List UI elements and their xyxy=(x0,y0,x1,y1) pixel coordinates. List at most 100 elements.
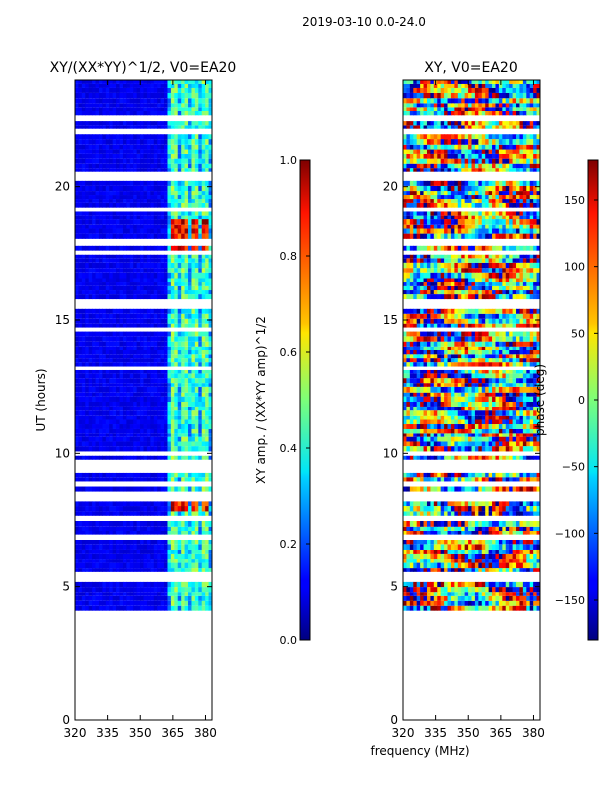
phase-cell xyxy=(489,437,493,442)
amp-cell xyxy=(202,383,206,387)
amp-cell xyxy=(99,531,103,535)
amp-cell xyxy=(174,568,178,572)
amp-cell xyxy=(157,527,161,531)
amp-cell xyxy=(116,290,120,294)
amp-cell xyxy=(89,433,93,436)
amp-cell xyxy=(82,424,86,429)
phase-cell xyxy=(434,487,438,492)
amp-cell xyxy=(106,195,110,199)
amp-cell xyxy=(120,347,124,350)
phase-cell xyxy=(417,424,421,429)
amp-cell xyxy=(113,373,117,378)
phase-cell xyxy=(458,550,462,554)
amp-cell xyxy=(150,258,154,262)
amp-cell xyxy=(85,111,89,115)
phase-cell xyxy=(519,441,523,446)
amp-cell xyxy=(188,80,192,84)
phase-cell xyxy=(427,501,431,506)
amp-cell xyxy=(120,587,124,592)
amp-cell xyxy=(188,332,192,337)
amp-cell xyxy=(126,125,130,128)
amp-cell xyxy=(133,378,137,383)
amp-cell xyxy=(198,487,202,492)
phase-cell xyxy=(437,568,441,572)
amp-cell xyxy=(126,111,130,115)
amp-cell xyxy=(140,229,144,234)
amp-cell xyxy=(106,606,110,611)
amp-cell xyxy=(188,107,192,111)
phase-cell xyxy=(430,559,434,562)
amp-cell xyxy=(195,211,199,215)
amp-cell xyxy=(123,544,127,550)
amp-cell xyxy=(109,420,113,425)
amp-cell xyxy=(92,181,96,186)
amp-cell xyxy=(167,540,171,544)
phase-cell xyxy=(434,473,438,477)
amp-cell xyxy=(82,393,86,397)
amp-cell xyxy=(109,309,113,314)
amp-cell xyxy=(198,446,202,451)
amp-cell xyxy=(188,437,192,442)
amp-cell xyxy=(205,211,209,215)
amp-cell xyxy=(75,559,79,562)
amp-cell xyxy=(106,268,110,273)
amp-cell xyxy=(92,416,96,420)
amp-cell xyxy=(174,527,178,531)
amp-cell xyxy=(198,211,202,215)
amp-cell xyxy=(205,521,209,527)
amp-cell xyxy=(92,347,96,350)
amp-cell xyxy=(178,441,182,446)
amp-cell xyxy=(126,424,130,429)
amp-cell xyxy=(133,216,137,219)
phase-cell xyxy=(448,531,452,535)
phase-cell xyxy=(413,527,417,531)
amp-cell xyxy=(85,258,89,262)
phase-cell xyxy=(513,433,517,436)
amp-cell xyxy=(144,550,148,554)
amp-cell xyxy=(154,181,158,186)
amp-cell xyxy=(202,568,206,572)
amp-cell xyxy=(185,282,189,286)
amp-cell xyxy=(113,456,117,460)
amp-cell xyxy=(167,263,171,268)
phase-cell xyxy=(492,596,496,601)
amp-cell xyxy=(113,336,117,341)
amp-cell xyxy=(102,424,106,429)
phase-cell xyxy=(427,531,431,535)
amp-cell xyxy=(174,258,178,262)
amp-cell xyxy=(185,168,189,172)
amp-cell xyxy=(140,540,144,544)
amp-cell xyxy=(113,229,117,234)
amp-cell xyxy=(147,441,151,446)
amp-cell xyxy=(140,286,144,290)
amp-cell xyxy=(113,219,117,225)
amp-cell xyxy=(171,437,175,442)
amp-cell xyxy=(75,159,79,164)
amp-cell xyxy=(154,294,158,299)
phase-cell xyxy=(437,487,441,492)
amp-cell xyxy=(106,521,110,527)
amp-cell xyxy=(99,407,103,410)
amp-cell xyxy=(144,336,148,341)
amp-cell xyxy=(191,342,195,347)
amp-cell xyxy=(161,397,165,402)
amp-cell xyxy=(164,290,168,294)
phase-cell xyxy=(506,601,510,606)
amp-cell xyxy=(109,477,113,481)
amp-cell xyxy=(78,362,82,366)
amp-cell xyxy=(164,282,168,286)
amp-cell xyxy=(82,273,86,279)
phase-cell xyxy=(468,527,472,531)
phase-cell xyxy=(472,446,476,451)
amp-cell xyxy=(147,370,151,373)
amp-cell xyxy=(157,181,161,186)
amp-cell xyxy=(188,186,192,191)
phase-cell xyxy=(519,511,523,515)
phase-cell xyxy=(475,563,479,569)
amp-cell xyxy=(89,446,93,451)
phase-cell xyxy=(495,550,499,554)
amp-cell xyxy=(157,80,161,84)
amp-cell xyxy=(116,487,120,492)
amp-cell xyxy=(171,387,175,393)
phase-cell xyxy=(461,446,465,451)
